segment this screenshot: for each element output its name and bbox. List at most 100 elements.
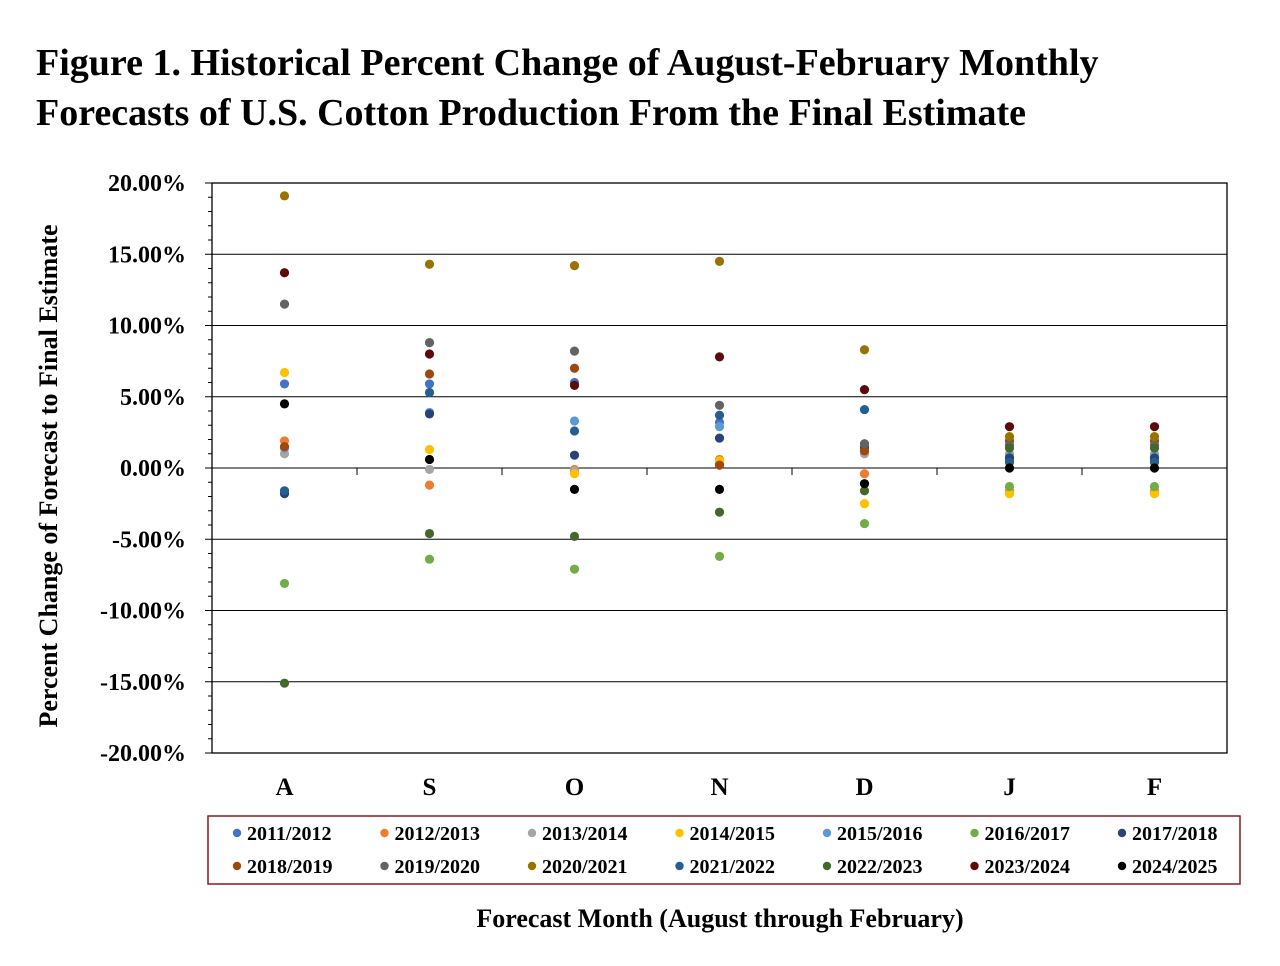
legend-marker — [675, 828, 684, 838]
legend-label: 2016/2017 — [985, 823, 1071, 845]
legend-marker — [232, 828, 242, 838]
data-point — [569, 346, 580, 356]
data-point — [569, 426, 580, 436]
data-point — [569, 363, 580, 373]
data-point — [859, 499, 870, 509]
legend-label: 2014/2015 — [690, 823, 776, 845]
legend-marker — [675, 861, 684, 871]
y-tick-label: -20.00% — [100, 741, 186, 767]
legend-marker — [1117, 861, 1127, 871]
data-point — [859, 446, 870, 456]
data-point — [714, 410, 725, 420]
data-point — [714, 460, 725, 470]
y-tick-label: -15.00% — [100, 670, 186, 696]
gridlines — [212, 253, 1227, 683]
data-point — [569, 416, 580, 426]
data-point — [859, 518, 870, 529]
data-point — [424, 409, 435, 419]
legend-label: 2015/2016 — [837, 823, 923, 845]
data-point — [859, 479, 870, 489]
data-point — [1004, 481, 1015, 492]
legend-label: 2020/2021 — [542, 856, 628, 878]
legend-marker — [527, 828, 537, 838]
data-point — [279, 367, 290, 378]
data-point — [569, 564, 580, 574]
data-point — [1149, 432, 1160, 442]
data-point — [859, 439, 870, 449]
data-point — [424, 349, 435, 359]
x-tick-label: J — [1003, 774, 1016, 801]
data-point — [279, 678, 290, 688]
x-tick-label: D — [855, 774, 873, 801]
legend-label: 2012/2013 — [395, 823, 481, 845]
chart-title: Figure 1. Historical Percent Change of A… — [36, 38, 1256, 138]
data-points — [279, 191, 1160, 688]
legend: 2011/2012 2012/2013 2013/2014 2014/2015 2015… — [232, 823, 1218, 878]
data-point — [424, 369, 435, 379]
legend-marker — [822, 828, 832, 838]
legend-label: 2022/2023 — [837, 856, 923, 878]
legend-label: 2019/2020 — [395, 856, 481, 878]
legend-marker — [232, 861, 242, 871]
legend-label: 2011/2012 — [247, 823, 331, 845]
data-point — [279, 191, 290, 201]
data-point — [859, 404, 870, 415]
data-point — [424, 259, 435, 269]
data-point — [1004, 443, 1015, 453]
data-point — [1149, 481, 1160, 492]
data-point — [1004, 432, 1015, 442]
data-point — [1004, 422, 1015, 432]
y-tick-label: 10.00% — [108, 314, 186, 340]
data-point — [859, 486, 870, 496]
data-point — [279, 399, 290, 409]
data-point — [569, 531, 580, 542]
data-point — [859, 385, 870, 395]
data-point — [424, 480, 435, 490]
data-point — [279, 578, 290, 589]
data-point — [1149, 463, 1160, 473]
x-tick-label: F — [1147, 774, 1162, 801]
legend-label: 2021/2022 — [690, 856, 776, 878]
x-tick-label: N — [710, 774, 728, 801]
y-tick-label: -10.00% — [100, 599, 186, 625]
data-point — [569, 450, 580, 460]
data-point — [279, 299, 290, 309]
legend-marker — [970, 828, 979, 838]
legend-marker — [1117, 828, 1127, 838]
data-point — [424, 387, 435, 398]
legend-label: 2024/2025 — [1132, 856, 1218, 878]
y-axis-title: Percent Change of Forecast to Final Esti… — [34, 224, 63, 727]
y-tick-label: 15.00% — [108, 242, 186, 268]
x-tick-label: A — [275, 774, 293, 801]
data-point — [714, 507, 725, 517]
x-tick-label: S — [423, 774, 437, 801]
data-point — [424, 528, 435, 539]
legend-label: 2018/2019 — [247, 856, 333, 878]
data-point — [1149, 489, 1160, 499]
data-point — [1149, 443, 1160, 453]
data-point — [279, 442, 290, 452]
legend-label: 2023/2024 — [985, 856, 1071, 878]
data-point — [1004, 463, 1015, 473]
data-point — [279, 379, 290, 389]
data-point — [279, 268, 290, 278]
y-tick-label: -5.00% — [112, 527, 186, 553]
data-point — [569, 469, 580, 479]
y-tick-label: 5.00% — [120, 385, 186, 411]
legend-label: 2017/2018 — [1132, 823, 1218, 845]
data-point — [424, 444, 435, 455]
y-tick-label: 20.00% — [108, 171, 186, 197]
legend-marker — [822, 861, 832, 871]
legend-marker — [527, 861, 537, 871]
data-point — [1004, 489, 1015, 499]
data-point — [424, 379, 435, 389]
legend-box — [207, 815, 1241, 885]
data-point — [424, 464, 435, 475]
chart-title-line-1: Figure 1. Historical Percent Change of A… — [36, 42, 1099, 84]
legend-label: 2013/2014 — [542, 823, 628, 845]
data-point — [714, 256, 725, 266]
data-point — [1149, 422, 1160, 432]
axes: 20.00% 15.00% 10.00% 5.00% 0.00% -5.00% -10.00… — [100, 171, 1162, 801]
legend-marker — [970, 861, 979, 871]
